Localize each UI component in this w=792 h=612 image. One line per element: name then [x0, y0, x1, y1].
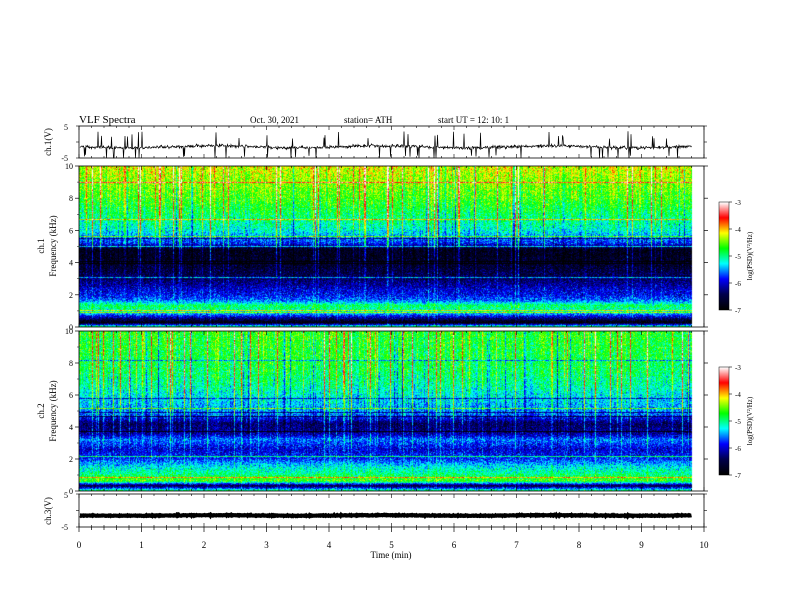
- frequency-tick-label: 4: [69, 423, 73, 432]
- frequency-tick-label: 0: [69, 323, 73, 332]
- colorbar-tick-label: -5: [735, 253, 741, 261]
- ch2-spectrogram-image: [79, 331, 704, 491]
- colorbar-tick-label: -6: [735, 445, 741, 453]
- frequency-tick-label: 0: [69, 487, 73, 496]
- frequency-tick-label: 8: [69, 359, 73, 368]
- ch1-ytick-top: 5: [64, 123, 68, 132]
- time-tick-label: 10: [700, 540, 710, 550]
- time-tick-label: 1: [139, 540, 144, 550]
- time-tick-label: 9: [639, 540, 644, 550]
- time-tick-label: 6: [452, 540, 457, 550]
- ch1-waveform-panel: 5 -5 ch.1(V): [43, 123, 705, 163]
- colorbar-tick-label: -4: [735, 391, 741, 399]
- time-tick-label: 7: [514, 540, 519, 550]
- colorbar-tick-label: -4: [735, 226, 741, 234]
- frequency-tick-label: 6: [69, 226, 73, 235]
- colorbar-tick-label: -3: [735, 199, 741, 207]
- ch3-waveform-trace: [79, 511, 692, 520]
- ch1-waveform-ylabel: ch.1(V): [43, 128, 53, 156]
- colorbar-tick-label: -7: [735, 307, 741, 315]
- chart-title: VLF Spectra: [79, 114, 136, 126]
- ch1-waveform-trace: [79, 131, 692, 159]
- start-ut-label: start UT = 12: 10: 1: [438, 115, 509, 125]
- ch3-ytick-top: 5: [64, 491, 68, 500]
- frequency-tick-label: 2: [69, 291, 73, 300]
- ch1-colorbar: [719, 202, 729, 310]
- colorbar-tick-label: -3: [735, 364, 741, 372]
- time-tick-label: 5: [389, 540, 394, 550]
- time-tick-label: 3: [264, 540, 269, 550]
- time-tick-label: 4: [327, 540, 332, 550]
- ch1-waveform-frame: [78, 125, 705, 159]
- frequency-tick-label: 2: [69, 455, 73, 464]
- colorbar-tick-label: -7: [735, 472, 741, 480]
- ch1-spectrogram-channel-label: ch.1: [36, 238, 46, 253]
- ch3-waveform-frame: [78, 493, 705, 528]
- colorbar-tick-label: -5: [735, 418, 741, 426]
- station-label: station= ATH: [344, 115, 393, 125]
- ch2-spectrogram-channel-label: ch.2: [36, 403, 46, 418]
- time-tick-label: 2: [202, 540, 207, 550]
- ch3-waveform-ylabel: ch.3(V): [43, 497, 53, 525]
- colorbar-tick-label: -6: [735, 280, 741, 288]
- time-axis: 0 1 2 3 4 5 6 7 8 9 10: [76, 125, 710, 550]
- ch1-ytick-bottom: -5: [61, 154, 68, 163]
- frequency-tick-label: 10: [65, 162, 73, 171]
- ch3-ytick-bottom: -5: [61, 523, 68, 532]
- ch1-spectrogram-ylabel: Frequency (kHz): [48, 215, 58, 276]
- frequency-tick-label: 4: [69, 259, 73, 268]
- ch3-waveform-panel: 5 -5 ch.3(V): [43, 491, 705, 532]
- ch1-spectrogram-image: [79, 166, 704, 327]
- frequency-tick-label: 10: [65, 327, 73, 336]
- ch1-colorbar-label: log(PSD)(V²/Hz): [746, 231, 754, 280]
- time-tick-label: 8: [577, 540, 582, 550]
- time-tick-label: 0: [77, 540, 82, 550]
- frequency-tick-label: 8: [69, 194, 73, 203]
- ch2-colorbar: [719, 367, 729, 475]
- frequency-tick-label: 6: [69, 391, 73, 400]
- date-label: Oct. 30, 2021: [250, 115, 299, 125]
- ch2-colorbar-label: log(PSD)(V²/Hz): [746, 396, 754, 445]
- time-axis-label: Time (min): [371, 550, 412, 560]
- ch2-spectrogram-ylabel: Frequency (kHz): [48, 380, 58, 441]
